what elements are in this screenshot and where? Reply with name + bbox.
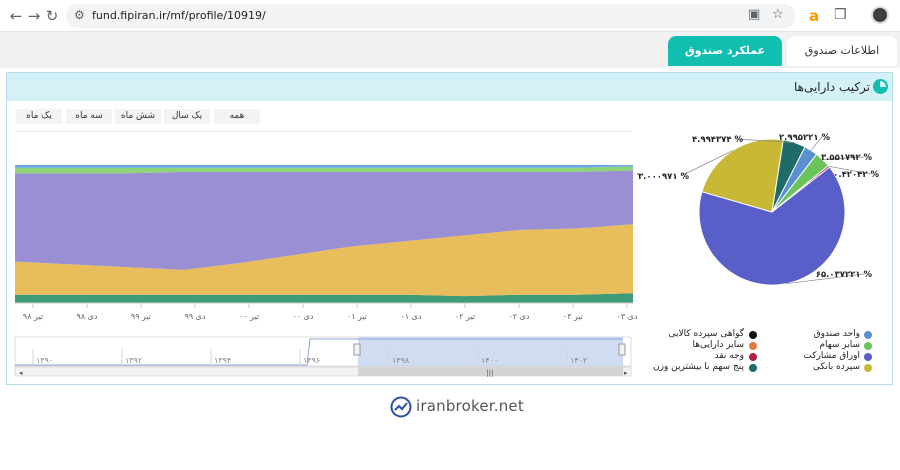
legend-marker[interactable] [864,331,872,339]
address-bar[interactable]: ⚙ fund.fipiran.ir/mf/profile/10919/ ▣ ☆ [66,4,796,28]
pie-data-label: ۶۵.۰۳۷۲۲۱ % [816,270,873,280]
legend-marker[interactable] [864,353,872,361]
pie-chart[interactable]: ۶۵.۰۳۷۲۲۱ % ۲۳.۰۰۰۹۷۱ % ۴.۹۹۴۳۷۴ % ۲.۹۹۵۲۲۱… [637,129,892,289]
tab-fund-performance[interactable]: عملکرد صندوق [668,36,782,66]
area-series-0[interactable] [15,293,633,303]
pie-chart-icon [873,79,888,94]
area-series-4[interactable] [15,165,633,168]
area-series-3[interactable] [15,166,633,174]
url-text[interactable]: fund.fipiran.ir/mf/profile/10919/ [92,9,266,22]
extensions-puzzle-icon[interactable]: ❒ [834,7,847,23]
area-series-1[interactable] [15,224,633,297]
navigator-tick-label: ۱۳۹۲ [125,356,142,365]
legend-item-right-0[interactable]: واحد صندوق [813,329,860,339]
legend-marker[interactable] [864,342,872,350]
bookmark-star-icon[interactable]: ☆ [772,7,784,22]
x-tick-label: تیر ۹۸ [23,312,43,321]
legend-marker[interactable] [749,364,757,372]
range-6m-button[interactable]: شش ماه [115,109,161,124]
scroll-grip-icon[interactable]: ||| [486,369,493,377]
pie-label-connector [822,156,865,160]
asset-composition-panel: ترکیب دارایی‌ها همه یک سال شش ماه سه ماه… [6,72,893,385]
pie-label-connector [785,273,865,285]
scroll-right-arrow-icon[interactable]: ▸ [624,369,628,377]
navigator-handle-left[interactable] [353,343,361,356]
navigator-tick-label: ۱۳۹۸ [392,356,410,365]
navigator-tick-label: ۱۴۰۰ [481,356,498,365]
navigator-scrollbar[interactable] [14,366,632,377]
pie-data-label: ۳.۵۵۱۷۹۲ % [821,153,873,163]
tabs-bar: اطلاعات صندوق عملکرد صندوق [0,32,900,68]
navigator-handle-right[interactable] [618,343,626,356]
x-tick-label: دی ۹۸ [77,312,98,321]
scroll-left-arrow-icon[interactable]: ◂ [19,369,23,377]
extension-icon[interactable]: a [808,7,820,25]
pie-data-label: ۴.۹۹۴۳۷۴ % [692,135,744,145]
x-tick-label: تیر ۰۰ [239,312,259,321]
chart-up-icon [390,396,412,418]
brand-name: iranbroker.net [416,397,524,415]
range-3m-button[interactable]: سه ماه [66,109,112,124]
profile-avatar[interactable] [871,6,889,24]
browser-toolbar: ← → ↻ ⚙ fund.fipiran.ir/mf/profile/10919… [0,0,900,32]
install-app-icon[interactable]: ▣ [748,7,761,22]
x-tick-label: دی ۹۹ [185,312,206,321]
navigator-tick-label: ۱۴۰۲ [570,356,587,365]
range-1y-button[interactable]: یک سال [164,109,210,124]
site-info-icon[interactable]: ⚙ [74,8,85,22]
x-tick-label: دی ۰۲ [509,312,530,321]
x-tick-label: تیر ۰۱ [347,312,367,321]
legend-marker[interactable] [749,331,757,339]
range-1m-button[interactable]: یک ماه [16,109,62,124]
pie-label-connector [680,150,733,177]
tab-fund-info[interactable]: اطلاعات صندوق [787,36,897,66]
navigator-selection[interactable] [358,337,623,366]
legend-marker[interactable] [749,353,757,361]
pie-label-connector [828,165,872,175]
navigator-scroll-thumb[interactable] [358,367,623,376]
pie-label-connector [734,138,795,143]
navigator-tick-label: ۱۳۹۴ [214,356,231,365]
pie-slice[interactable] [701,138,784,213]
pie-data-label: ۰.۴۲۰۴۲ % [833,170,879,180]
panel-title: ترکیب دارایی‌ها [793,80,870,94]
panel-header: ترکیب دارایی‌ها [7,73,892,101]
x-tick-label: تیر ۰۲ [455,312,475,321]
back-icon[interactable]: ← [9,7,23,25]
x-tick-label: تیر ۰۳ [563,312,583,321]
area-chart[interactable]: تیر ۹۸ دی ۹۸ تیر ۹۹ دی ۹۹ تیر ۰۰ دی ۰۰ تیر ۰۱ د… [7,153,637,328]
x-tick-label: دی ۰۳ [617,312,637,321]
pie-label-connector [810,136,823,151]
legend-marker[interactable] [864,364,872,372]
legend-item-right-3[interactable]: سپرده بانکی [812,362,860,372]
navigator-tick-label: ۱۳۹۶ [303,356,320,365]
area-series-2[interactable] [15,170,633,270]
legend-item-right-1[interactable]: سایر سهام [819,340,860,350]
navigator-series [15,338,623,366]
legend-item-left-1[interactable]: سایر دارایی‌ها [692,340,744,350]
reload-icon[interactable]: ↻ [45,7,59,25]
navigator-tick-label: ۱۳۹۰ [36,356,53,365]
legend-item-left-2[interactable]: وجه نقد [714,351,744,361]
navigator[interactable]: ۱۳۹۰ ۱۳۹۲ ۱۳۹۴ ۱۳۹۶ ۱۳۹۸ ۱۴۰۰ ۱۴۰۲ ||| ◂ ▸ [7,335,637,380]
range-divider [15,131,632,132]
x-tick-label: تیر ۹۹ [131,312,151,321]
legend-item-left-3[interactable]: پنج سهم با بیشترین وزن [653,362,744,372]
x-tick-label: دی ۰۱ [401,312,422,321]
iranbroker-logo[interactable]: iranbroker.net [390,396,530,418]
forward-icon[interactable]: → [27,7,41,25]
pie-data-label: ۲.۹۹۵۲۲۱ % [779,133,831,143]
legend-item-right-2[interactable]: اوراق مشارکت [803,351,860,361]
x-tick-label: دی ۰۰ [293,312,314,321]
legend-item-left-0[interactable]: گواهی سپرده کالایی [668,329,744,339]
range-all-button[interactable]: همه [214,109,260,124]
pie-data-label: ۲۳.۰۰۰۹۷۱ % [637,172,689,182]
legend-marker[interactable] [749,342,757,350]
